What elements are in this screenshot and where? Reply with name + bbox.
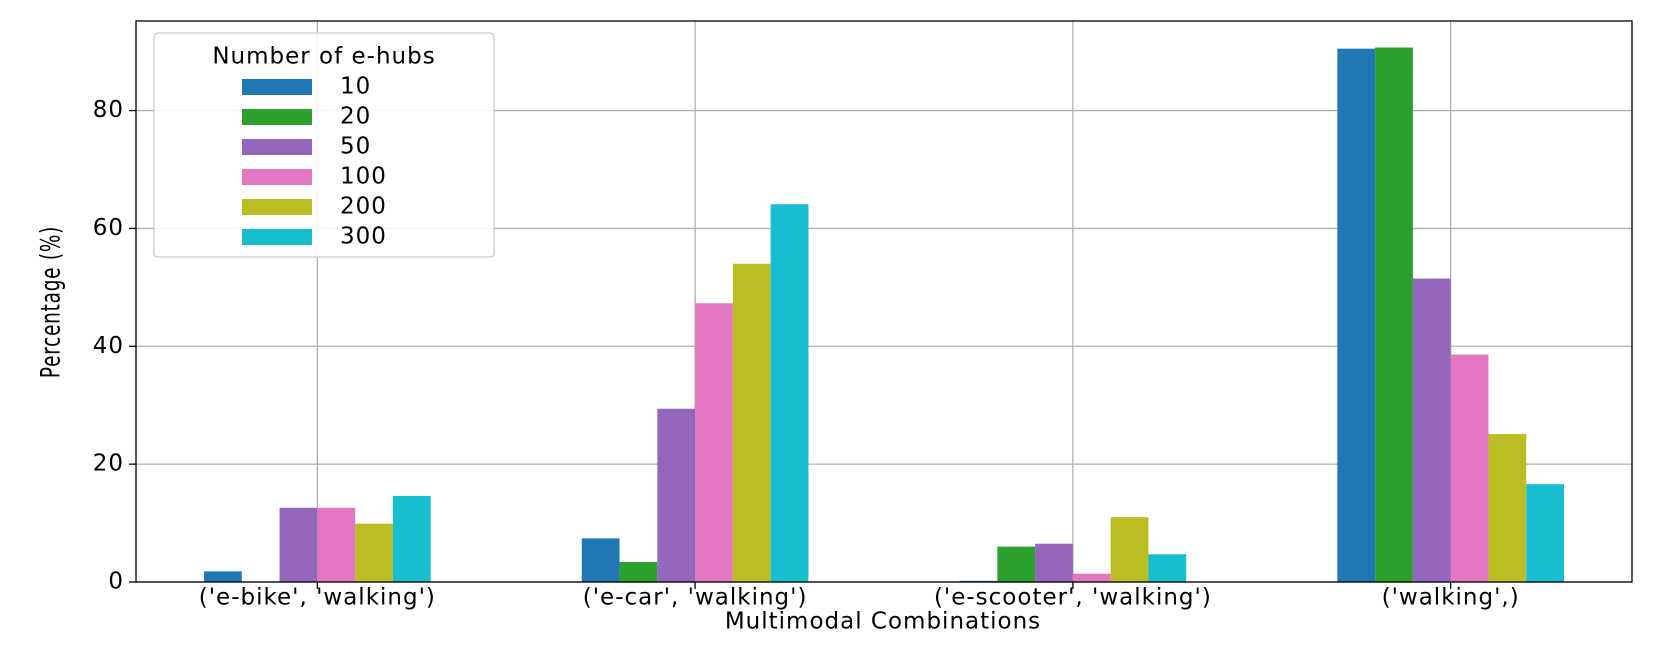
legend-label: 10 bbox=[340, 74, 371, 100]
bar bbox=[1110, 517, 1149, 582]
y-axis-label: Percentage (%) bbox=[36, 226, 66, 378]
legend-label: 100 bbox=[340, 164, 387, 190]
legend-label: 300 bbox=[340, 224, 387, 250]
legend-label: 50 bbox=[340, 134, 371, 160]
bar bbox=[770, 204, 809, 582]
bar bbox=[1488, 434, 1527, 582]
x-tick-label: ('e-bike', 'walking') bbox=[199, 585, 436, 611]
legend-label: 200 bbox=[340, 194, 387, 220]
bar bbox=[619, 561, 658, 582]
legend-swatch bbox=[242, 109, 312, 125]
y-tick-label: 60 bbox=[93, 215, 124, 241]
legend: Number of e-hubs 10 20 50 100 200 300 bbox=[153, 32, 495, 258]
legend-swatch bbox=[242, 199, 312, 215]
bar bbox=[581, 538, 620, 582]
y-tick-label: 40 bbox=[93, 333, 124, 359]
legend-swatch bbox=[242, 79, 312, 95]
bar bbox=[355, 523, 393, 582]
plot-frame bbox=[135, 20, 1633, 583]
x-tick-label: ('e-scooter', 'walking') bbox=[934, 585, 1212, 611]
x-tick-label: ('walking',) bbox=[1382, 585, 1520, 611]
bar bbox=[657, 408, 696, 582]
bar bbox=[1375, 47, 1413, 582]
bar bbox=[695, 303, 733, 582]
legend-swatch bbox=[242, 229, 312, 245]
bar bbox=[1450, 354, 1489, 582]
bar bbox=[1148, 554, 1187, 582]
x-axis-label: Multimodal Combinations bbox=[725, 609, 1041, 635]
x-tick-label: ('e-car', 'walking') bbox=[583, 585, 808, 611]
y-tick-label: 20 bbox=[93, 451, 124, 477]
bar bbox=[392, 495, 431, 582]
legend-title: Number of e-hubs bbox=[212, 44, 435, 70]
legend-label: 20 bbox=[340, 104, 371, 130]
y-tick-label: 80 bbox=[93, 97, 124, 123]
bar bbox=[279, 507, 318, 582]
legend-swatch bbox=[242, 139, 312, 155]
legend-swatch bbox=[242, 169, 312, 185]
bar bbox=[1035, 543, 1073, 582]
bar bbox=[204, 571, 242, 582]
bar bbox=[1337, 48, 1376, 583]
y-tick-label: 0 bbox=[108, 569, 124, 595]
bar bbox=[317, 507, 356, 582]
bar bbox=[1072, 573, 1111, 582]
bar bbox=[1412, 278, 1451, 582]
bar bbox=[997, 546, 1036, 582]
bar bbox=[732, 263, 771, 582]
bar bbox=[1526, 484, 1564, 582]
legend-box bbox=[153, 32, 495, 258]
